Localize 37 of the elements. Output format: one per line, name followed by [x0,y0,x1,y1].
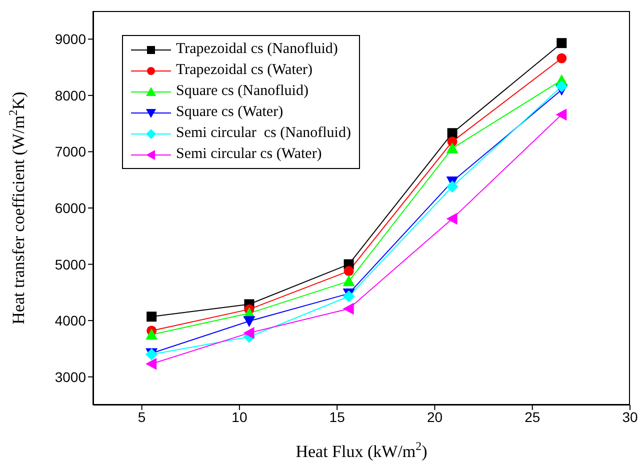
legend-label: Trapezoidal cs (Nanofluid) [176,41,338,58]
legend-label: Square cs (Nanofluid) [176,83,308,100]
point [556,80,568,92]
y-tick-label: 9000 [54,31,86,48]
x-axis-title: Heat Flux (kW/m$^{2}$) [296,439,428,461]
x-tick-label: 5 [138,408,146,425]
point [446,180,458,193]
point [243,316,256,328]
point [146,328,158,340]
y-tick-label: 4000 [54,312,86,329]
legend-label: Semi circular cs (Nanofluid) [176,125,351,142]
x-tick-label: 15 [329,408,346,425]
x-tick-label: 20 [426,408,443,425]
point [447,128,458,138]
y-tick-label: 6000 [54,200,86,216]
point [556,53,567,64]
legend-label: Semi circular cs (Water) [176,146,322,163]
y-tick-label: 5000 [54,256,86,272]
y-tick-label: 8000 [54,87,86,104]
point [344,266,354,276]
point [243,326,254,339]
point [446,212,458,225]
point [556,108,567,121]
legend-label: Trapezoidal cs (Water) [176,62,313,79]
point [146,312,157,322]
x-tick-label: 10 [232,408,248,425]
point [446,142,458,154]
x-tick-label: 30 [622,408,638,425]
legend-label: Square cs (Water) [176,104,284,121]
point [342,290,355,302]
point [146,358,157,370]
x-tick-label: 25 [524,408,540,425]
y-tick-label: 7000 [54,144,86,160]
point [342,302,354,315]
y-tick-label: 3000 [54,368,86,385]
point [342,275,355,286]
point [556,38,567,48]
